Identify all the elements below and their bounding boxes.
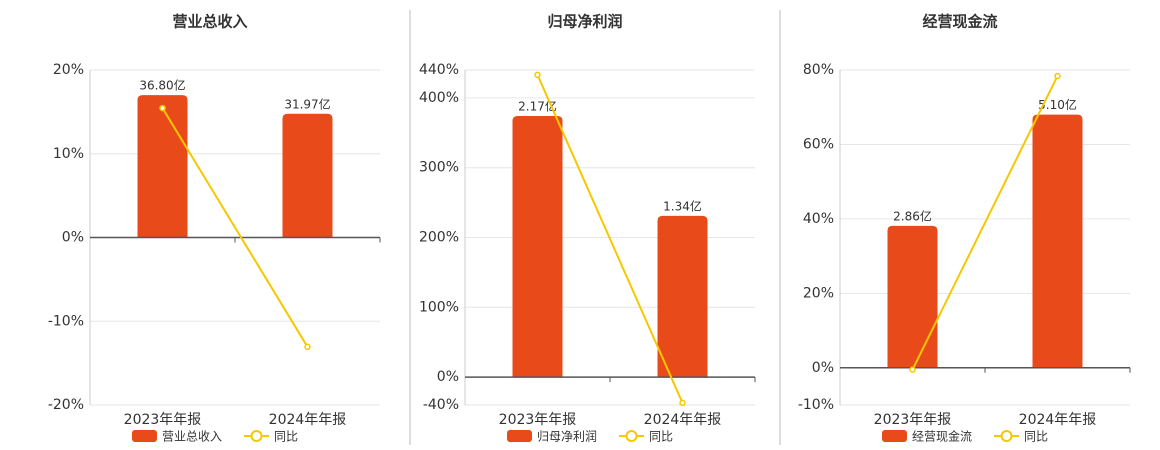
y-tick-label: 200% <box>419 230 459 246</box>
chart-panel: 经营现金流 -10% 0% 20% 40% 60% 80% 2023年年报 2024年年报 2.8… <box>798 13 1131 444</box>
legend-swatch <box>882 430 907 442</box>
y-tick-label: 400% <box>419 90 459 106</box>
line <box>161 107 309 348</box>
legend-swatch <box>625 430 638 442</box>
bar <box>512 116 563 377</box>
x-tick-label: 2023年年报 <box>499 412 577 428</box>
x-tick-label: 2024年年报 <box>269 412 347 428</box>
y-tick-label: 20% <box>53 62 84 78</box>
bar <box>137 95 188 238</box>
value-label: 2.86亿 <box>893 208 932 223</box>
y-tick-label: -40% <box>423 397 459 413</box>
value-label: 1.34亿 <box>663 198 702 213</box>
legend-swatch <box>1000 430 1013 442</box>
x-tick-label: 2024年年报 <box>644 412 722 428</box>
chart-panel: 归母净利润 -40% 0% 100% 200% 300% 400% 440% 2023年年报 20… <box>419 13 756 444</box>
chart-title: 营业总收入 <box>172 13 247 31</box>
chart-title: 经营现金流 <box>922 13 997 31</box>
line-point <box>1054 72 1061 80</box>
bar <box>887 225 938 368</box>
y-tick-label: 300% <box>419 160 459 176</box>
legend-label: 经营现金流 <box>912 429 972 444</box>
y-tick-label: 0% <box>62 230 84 246</box>
bar <box>657 215 708 377</box>
y-tick-label: -10% <box>798 397 834 413</box>
value-label: 2.17亿 <box>518 99 557 114</box>
y-tick-label: 440% <box>419 62 459 78</box>
x-tick-label: 2023年年报 <box>874 412 952 428</box>
y-tick-label: -10% <box>48 313 84 329</box>
y-tick-label: 100% <box>419 299 459 315</box>
x-tick-label: 2024年年报 <box>1019 412 1097 428</box>
line-point <box>909 366 916 373</box>
value-label: 36.80亿 <box>139 78 185 93</box>
line-point <box>159 104 166 112</box>
line-point <box>304 343 311 351</box>
y-tick-label: 10% <box>53 146 84 162</box>
value-label: 31.97亿 <box>284 96 330 111</box>
legend-label: 同比 <box>649 430 673 444</box>
line-point <box>534 71 541 79</box>
legend-label: 同比 <box>1024 430 1048 444</box>
line-point <box>679 399 686 407</box>
legend-swatch <box>132 430 157 442</box>
legend-swatch <box>507 430 532 442</box>
y-tick-label: 60% <box>803 136 834 152</box>
chart-panel: 营业总收入 -20% -10% 0% 10% 20% 2023年年报 2024年年报 36.80… <box>48 13 381 444</box>
line <box>911 75 1059 371</box>
legend-label: 同比 <box>274 430 298 444</box>
legend-label: 营业总收入 <box>162 430 222 444</box>
value-label: 5.10亿 <box>1038 97 1077 112</box>
line <box>536 74 684 404</box>
y-tick-label: 80% <box>803 62 834 78</box>
bar <box>282 113 333 238</box>
y-tick-label: -20% <box>48 397 84 413</box>
y-tick-label: 0% <box>437 369 459 385</box>
legend-label: 归母净利润 <box>537 430 597 444</box>
legend-swatch <box>250 430 263 442</box>
y-tick-label: 0% <box>812 360 834 376</box>
y-tick-label: 40% <box>803 211 834 227</box>
x-tick-label: 2023年年报 <box>124 412 202 428</box>
bar <box>1032 114 1083 368</box>
chart-title: 归母净利润 <box>547 13 622 31</box>
y-tick-label: 20% <box>803 285 834 301</box>
